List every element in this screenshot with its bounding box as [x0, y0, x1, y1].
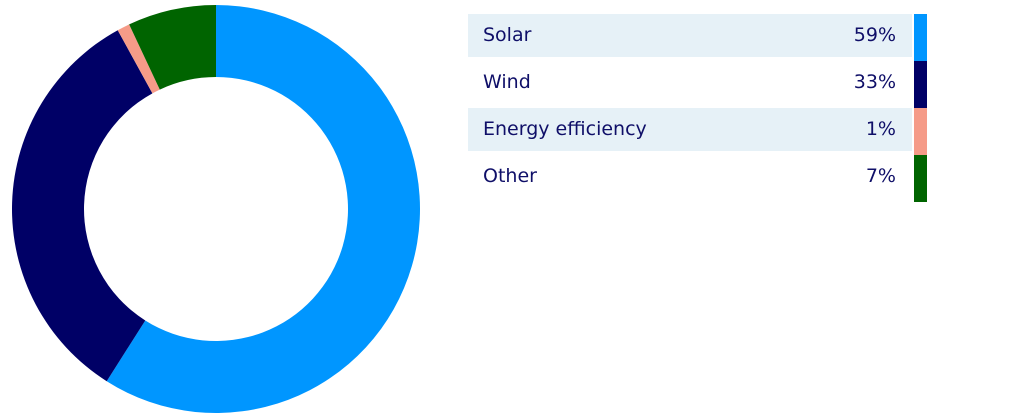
legend-label: Other: [483, 165, 537, 187]
legend-row-solar: Solar 59%: [468, 14, 928, 61]
slice-energy-efficiency: [117, 24, 160, 94]
legend-swatch: [914, 155, 927, 202]
legend-row-background: [468, 108, 912, 151]
legend-swatch: [914, 61, 927, 108]
legend: Solar 59% Wind 33% Energy efficiency 1% Other 7…: [468, 14, 928, 202]
legend-value: 33%: [853, 71, 896, 93]
legend-row-other: Other 7%: [468, 155, 928, 202]
legend-row-background: [468, 61, 912, 104]
legend-value: 1%: [865, 118, 896, 140]
legend-row-background: [468, 14, 912, 57]
legend-swatch: [914, 14, 927, 61]
legend-value: 7%: [865, 165, 896, 187]
legend-row-wind: Wind 33%: [468, 61, 928, 108]
slice-solar: [106, 5, 420, 413]
slice-wind: [11, 30, 153, 382]
legend-row-energy-efficiency: Energy efficiency 1%: [468, 108, 928, 155]
slice-other: [129, 5, 216, 90]
legend-label: Wind: [483, 71, 531, 93]
legend-label: Solar: [483, 24, 532, 46]
legend-label: Energy efficiency: [483, 118, 647, 140]
donut-chart: [11, 5, 420, 413]
legend-swatch: [914, 108, 927, 155]
legend-value: 59%: [853, 24, 896, 46]
